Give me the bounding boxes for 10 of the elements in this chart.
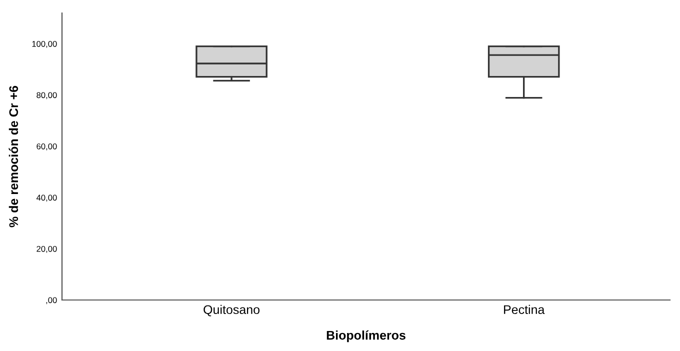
y-tick-label: 20,00 [36,246,57,253]
y-tick-label: 80,00 [36,92,57,100]
y-axis-title: % de remoción de Cr +6 [8,86,18,228]
x-tick-label: Pectina [504,304,545,314]
y-tick-label: 40,00 [36,194,57,202]
y-tick-label: 60,00 [36,143,57,150]
x-axis-title: Biopolímeros [326,330,406,342]
y-tick-label: ,00 [46,297,57,304]
y-tick-label: 100,00 [32,40,57,48]
x-tick-label: Quitosano [204,304,260,316]
